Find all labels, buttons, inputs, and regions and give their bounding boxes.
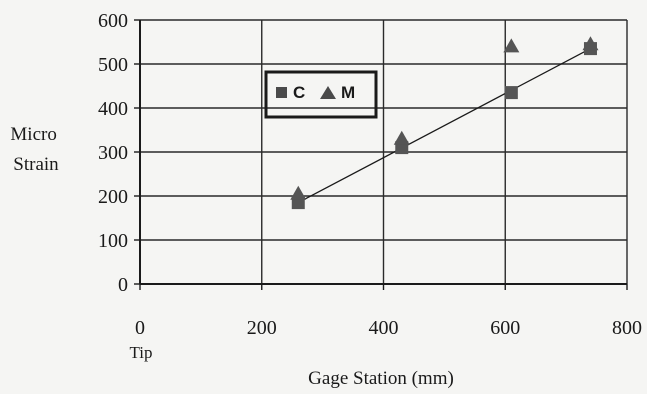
y-tick-label: 100 <box>98 230 128 252</box>
y-axis-label-line-1: Micro <box>10 124 56 145</box>
legend-label-c: C <box>293 83 305 102</box>
y-tick-label: 200 <box>98 186 128 208</box>
x-axis-label: Gage Station (mm) <box>308 368 454 389</box>
marker-m <box>290 185 307 200</box>
legend: C M <box>264 70 378 119</box>
y-tick-label: 0 <box>118 274 128 296</box>
legend-triangle-icon <box>320 86 336 99</box>
marker-m <box>582 36 599 51</box>
legend-label-m: M <box>341 83 355 102</box>
x-tick-label: 800 <box>612 317 642 339</box>
x-tick-label: 600 <box>490 317 520 339</box>
x-tick-label: 0 <box>135 317 145 339</box>
x-tick-labels: 0 200 400 600 800 <box>135 317 642 339</box>
y-tick-label: 300 <box>98 142 128 164</box>
marker-m <box>503 38 520 53</box>
trendline <box>297 48 591 204</box>
grid <box>139 19 628 285</box>
x-tick-label: 400 <box>369 317 399 339</box>
y-tick-label: 500 <box>98 54 128 76</box>
x-annotation-tip: Tip <box>129 343 152 362</box>
y-tick-label: 400 <box>98 98 128 120</box>
legend-square-icon <box>276 87 287 98</box>
y-axis-label: Micro Strain <box>10 124 61 175</box>
data-markers <box>290 36 599 210</box>
axes <box>134 19 628 290</box>
marker-c <box>504 86 518 100</box>
y-axis-label-line-2: Strain <box>13 154 59 175</box>
y-tick-label: 600 <box>98 10 128 32</box>
trend-line <box>297 48 591 204</box>
x-tick-label: 200 <box>247 317 277 339</box>
legend-box <box>264 70 378 119</box>
marker-m <box>393 130 410 145</box>
y-tick-labels: 0 100 200 300 400 500 600 <box>98 10 128 296</box>
